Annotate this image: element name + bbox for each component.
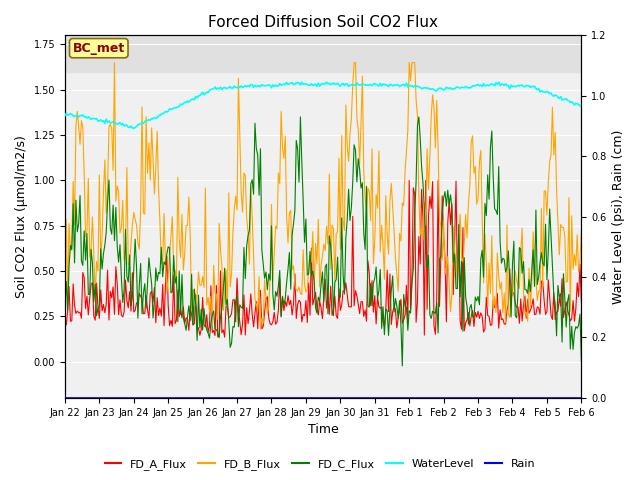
Text: BC_met: BC_met bbox=[73, 42, 125, 55]
Title: Forced Diffusion Soil CO2 Flux: Forced Diffusion Soil CO2 Flux bbox=[208, 15, 438, 30]
Y-axis label: Water Level (psi), Rain (cm): Water Level (psi), Rain (cm) bbox=[612, 130, 625, 304]
Legend: FD_A_Flux, FD_B_Flux, FD_C_Flux, WaterLevel, Rain: FD_A_Flux, FD_B_Flux, FD_C_Flux, WaterLe… bbox=[100, 455, 540, 474]
X-axis label: Time: Time bbox=[308, 423, 339, 436]
Y-axis label: Soil CO2 Flux (μmol/m2/s): Soil CO2 Flux (μmol/m2/s) bbox=[15, 135, 28, 298]
Bar bbox=[65, 36, 581, 72]
